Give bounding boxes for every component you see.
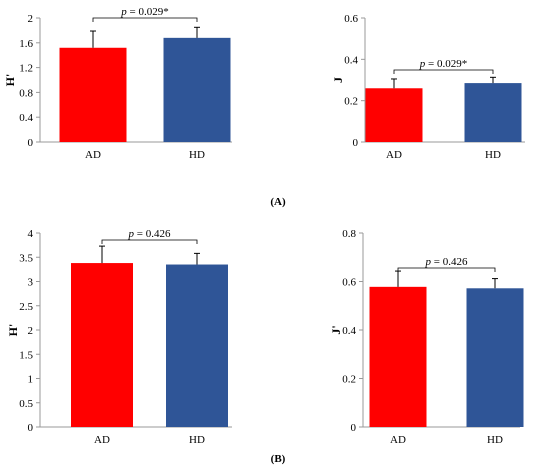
x-tick-label: HD <box>485 149 501 161</box>
y-tick-label: 1.2 <box>19 63 33 75</box>
x-tick-label: AD <box>85 149 101 161</box>
p-value-annotation: p = 0.029* <box>419 58 467 70</box>
y-tick-label: 0.2 <box>344 96 358 108</box>
p-value-annotation: p = 0.029* <box>120 6 168 18</box>
y-tick-label: 3.5 <box>19 252 33 264</box>
bar-ad <box>71 263 133 427</box>
y-tick-label: 1 <box>28 374 34 386</box>
y-tick-label: 0 <box>28 137 34 149</box>
y-tick-label: 0.8 <box>342 228 356 240</box>
y-tick-label: 3 <box>28 277 34 289</box>
y-tick-label: 2 <box>28 325 34 337</box>
x-tick-label: HD <box>189 434 205 446</box>
chart-b-h: 0 0.5 1 1.5 2 2.5 3 3.5 4 H' AD HD p = 0.426 <box>6 228 232 446</box>
x-tick-label: HD <box>487 434 503 446</box>
panel-label-b: (B) <box>271 453 286 465</box>
y-tick-label: 1.6 <box>19 38 33 50</box>
x-tick-label: AD <box>94 434 110 446</box>
y-tick-label: 0.6 <box>344 13 358 25</box>
significance-bracket <box>92 17 198 22</box>
y-axis-label: J' <box>329 325 343 334</box>
y-tick-label: 0.4 <box>342 325 356 337</box>
y-tick-label: 2.5 <box>19 301 33 313</box>
bar-ad <box>369 286 427 427</box>
y-tick-label: 1.5 <box>19 349 33 361</box>
bar-hd <box>464 83 522 142</box>
x-tick-label: AD <box>390 434 406 446</box>
y-tick-label: 0.4 <box>19 112 33 124</box>
chart-a-j: 0 0.2 0.4 0.6 J AD HD p = 0.029* <box>331 13 525 161</box>
significance-bracket <box>101 239 198 244</box>
y-tick-label: 0 <box>351 422 357 434</box>
y-tick-label: 0.5 <box>19 398 33 410</box>
y-axis-label: H' <box>3 74 17 87</box>
bar-ad <box>365 88 423 142</box>
y-axis-label: H' <box>6 324 20 337</box>
y-tick-label: 0.8 <box>19 87 33 99</box>
y-tick-label: 0.6 <box>342 277 356 289</box>
panel-label-a: (A) <box>270 196 286 208</box>
y-tick-label: 0.2 <box>342 374 356 386</box>
bar-hd <box>163 37 231 143</box>
y-tick-label: 0.4 <box>344 54 358 66</box>
bar-hd <box>466 288 524 427</box>
p-value-annotation: p = 0.426 <box>128 228 171 240</box>
chart-a-h: 0 0.4 0.8 1.2 1.6 2 H' AD HD p = 0.029* <box>3 6 232 161</box>
bar-hd <box>166 264 228 427</box>
significance-bracket <box>393 69 494 74</box>
p-value-annotation: p = 0.426 <box>425 256 468 268</box>
significance-bracket <box>397 267 496 272</box>
chart-b-j: 0 0.2 0.4 0.6 0.8 J' AD HD p = 0.426 <box>329 228 524 446</box>
x-tick-label: AD <box>386 149 402 161</box>
y-tick-label: 2 <box>28 13 34 25</box>
y-tick-label: 0 <box>353 137 359 149</box>
y-tick-label: 4 <box>28 228 34 240</box>
bar-ad <box>59 47 127 143</box>
x-tick-label: HD <box>189 149 205 161</box>
y-axis-label: J <box>331 77 345 83</box>
y-tick-label: 0 <box>28 422 34 434</box>
